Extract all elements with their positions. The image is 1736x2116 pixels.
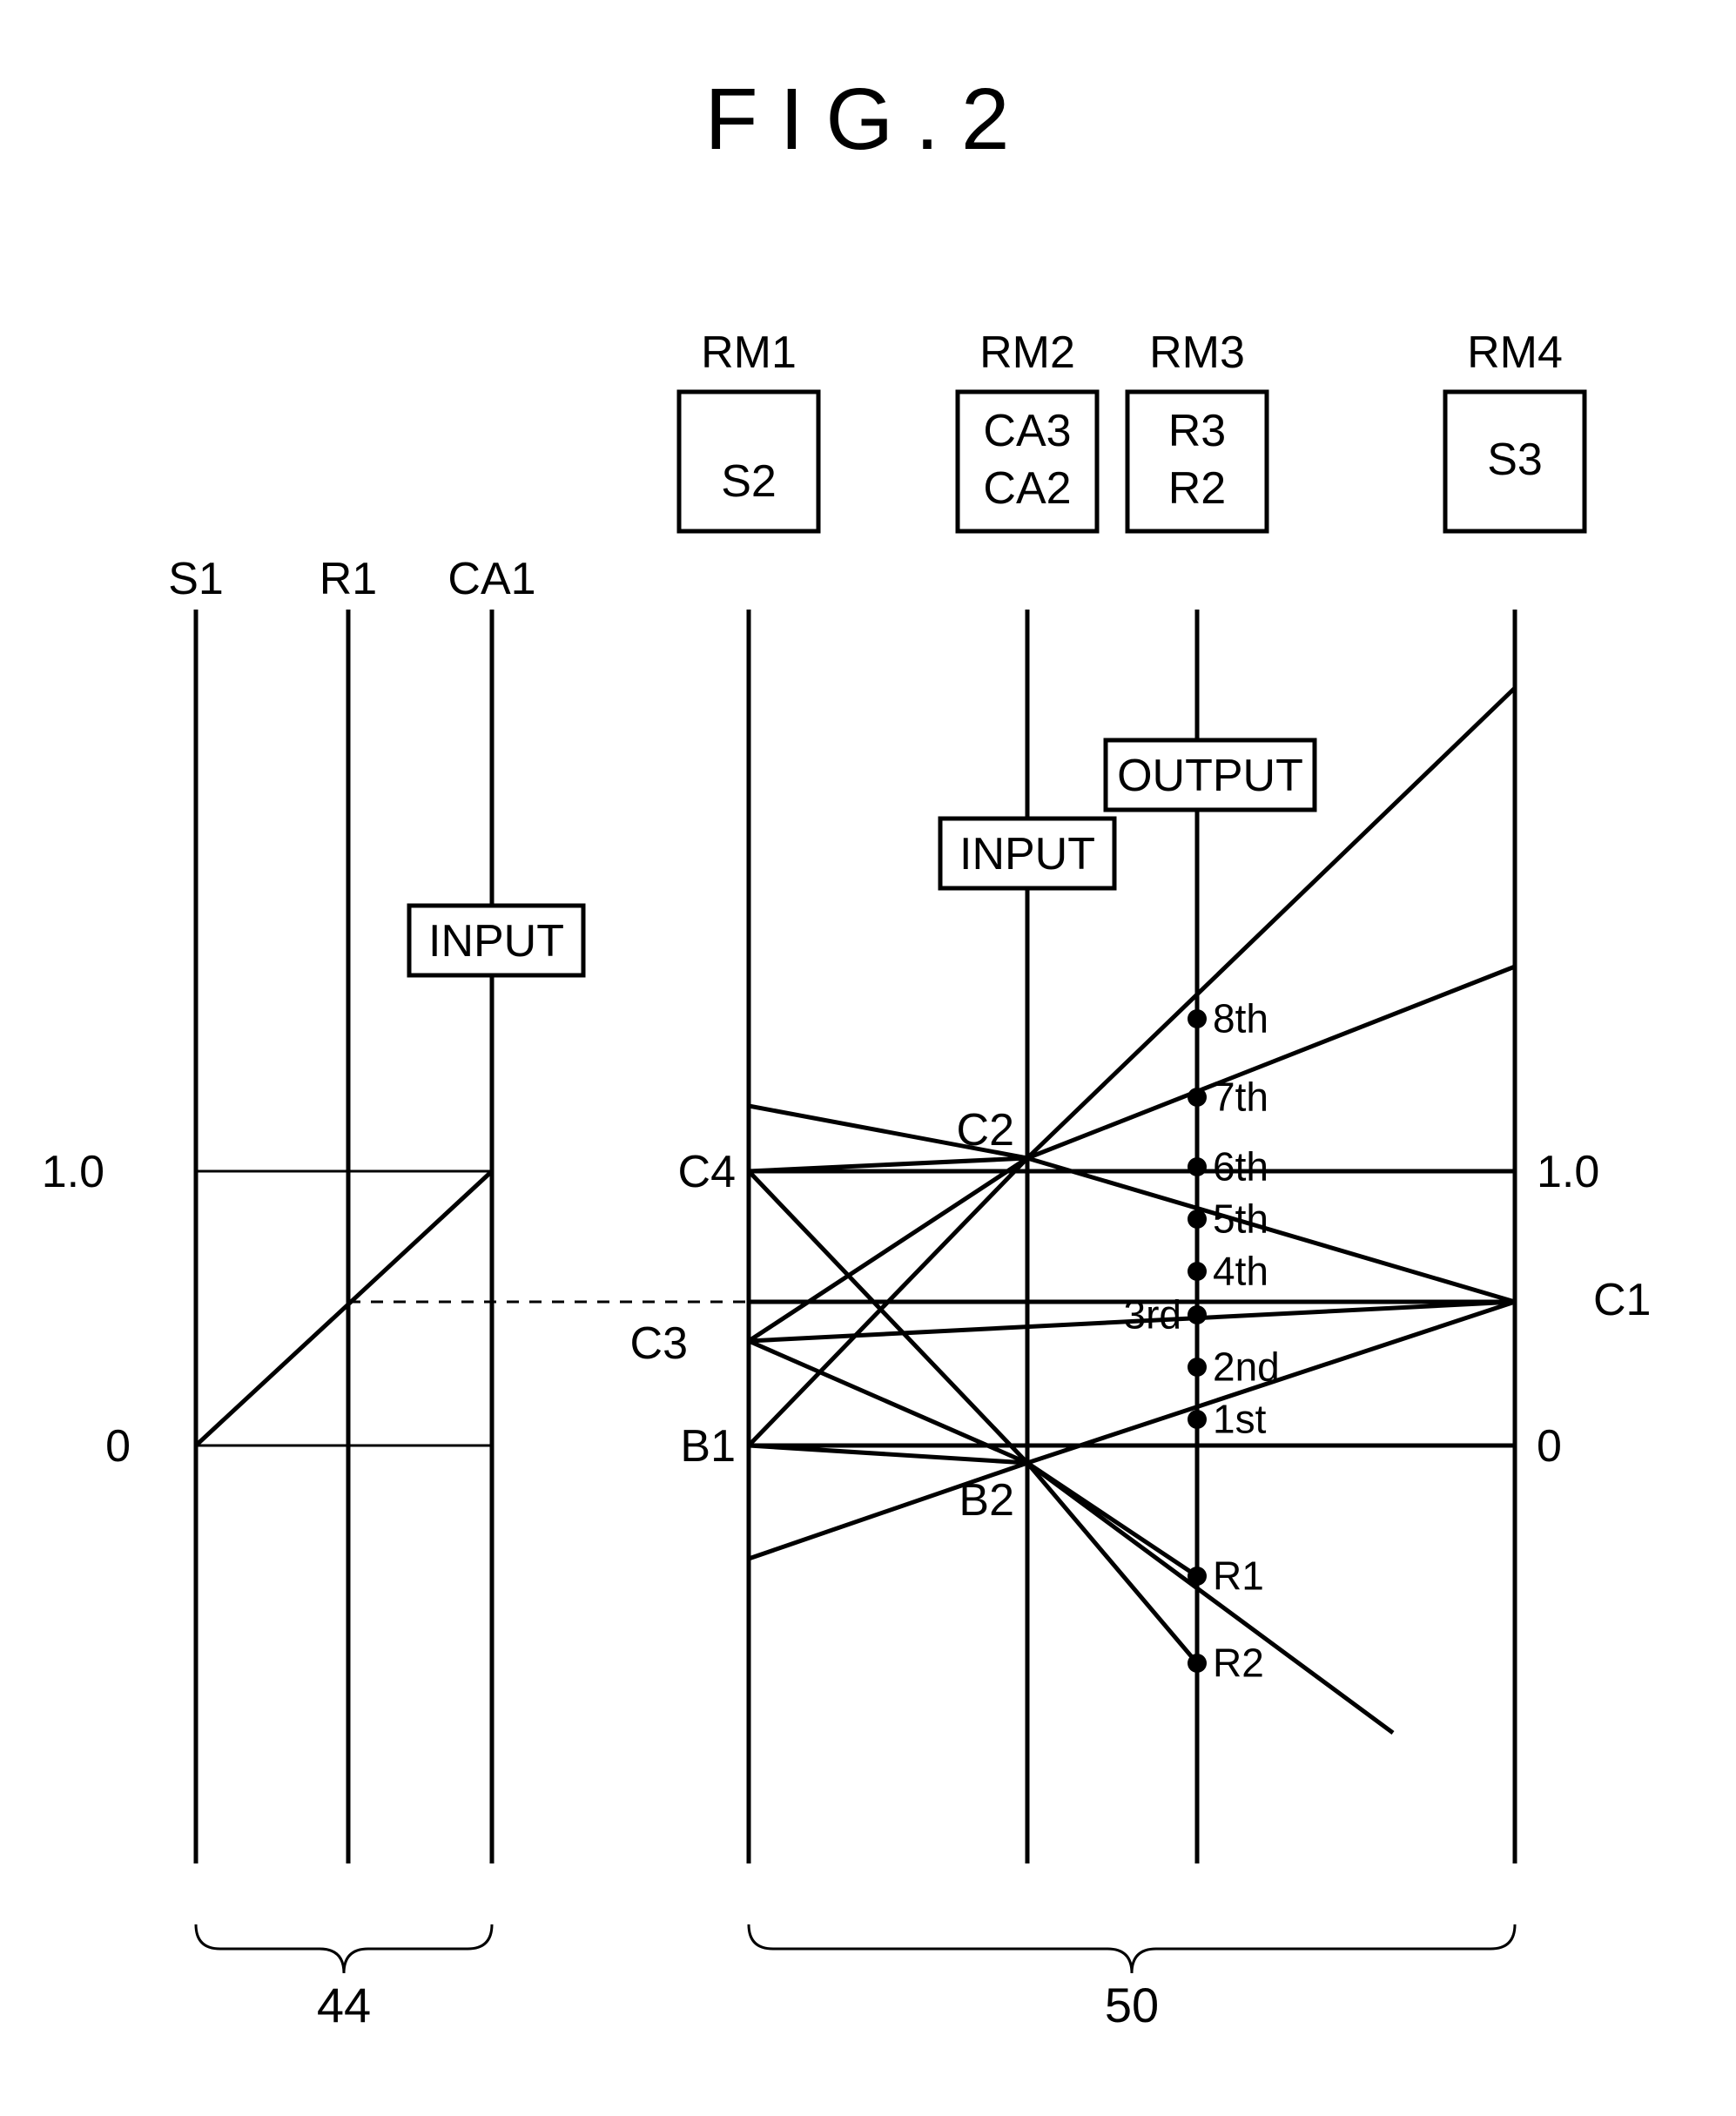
left-label-0: 1.0 [42,1147,104,1197]
label-C1: C1 [1593,1275,1651,1325]
inline-box-text-2: OUTPUT [1117,751,1303,801]
rm3-point-R1 [1188,1567,1207,1586]
label-C2: C2 [957,1105,1014,1156]
rm3-label-3rd: 3rd [1124,1292,1181,1338]
rm3-label-R1: R1 [1213,1553,1264,1599]
brace-50 [749,1924,1515,1973]
brace-label-44: 44 [317,1978,371,2032]
rm3-point-1st [1188,1410,1207,1429]
brace-label-50: 50 [1105,1978,1159,2032]
axis-label-S1: S1 [168,554,224,604]
top-box-text-RM3-1: R2 [1168,463,1226,514]
label-C3: C3 [630,1318,688,1369]
diagram-svg: S1 R1 CA1 RM1 RM2 RM3 RM4 S2 CA3 CA2 R3 R2 S3 INPUT IN… [0,0,1736,2116]
rm3-label-5th: 5th [1213,1196,1268,1242]
rm3-point-2nd [1188,1358,1207,1377]
axis-label-R1: R1 [320,554,377,604]
rm3-point-5th [1188,1210,1207,1229]
right-hlabelR-1: 0 [1537,1421,1562,1472]
axis-toplabel-RM2: RM2 [979,327,1075,378]
right-hlabelR-0: 1.0 [1537,1147,1599,1197]
right-hlabelL-1: B1 [680,1421,736,1472]
right-hlabelL-0: C4 [678,1147,736,1197]
rm3-label-4th: 4th [1213,1249,1268,1294]
axis-label-CA1: CA1 [447,554,535,604]
rm3-label-7th: 7th [1213,1075,1268,1120]
top-box-text-RM4-0: S3 [1487,435,1543,485]
rm3-point-8th [1188,1009,1207,1028]
label-B2: B2 [959,1475,1014,1526]
rm3-label-R2: R2 [1213,1641,1264,1686]
top-box-text-RM2-1: CA2 [983,463,1071,514]
axis-toplabel-RM4: RM4 [1467,327,1563,378]
inline-box-text-0: INPUT [428,916,564,967]
rm3-point-6th [1188,1157,1207,1176]
rm3-label-6th: 6th [1213,1144,1268,1189]
rm3-label-8th: 8th [1213,996,1268,1041]
axis-toplabel-RM1: RM1 [701,327,797,378]
left-label-1: 0 [105,1421,131,1472]
top-box-text-RM1-0: S2 [721,456,777,507]
rm3-point-3rd [1188,1305,1207,1324]
rm3-point-4th [1188,1262,1207,1281]
rm3-point-7th [1188,1088,1207,1107]
rm3-label-1st: 1st [1213,1397,1267,1442]
axis-toplabel-RM3: RM3 [1149,327,1245,378]
brace-44 [196,1924,492,1973]
rm3-point-R2 [1188,1654,1207,1673]
top-box-text-RM3-0: R3 [1168,406,1226,456]
rm3-label-2nd: 2nd [1213,1344,1280,1390]
inline-box-text-1: INPUT [959,829,1095,879]
top-box-text-RM2-0: CA3 [983,406,1071,456]
